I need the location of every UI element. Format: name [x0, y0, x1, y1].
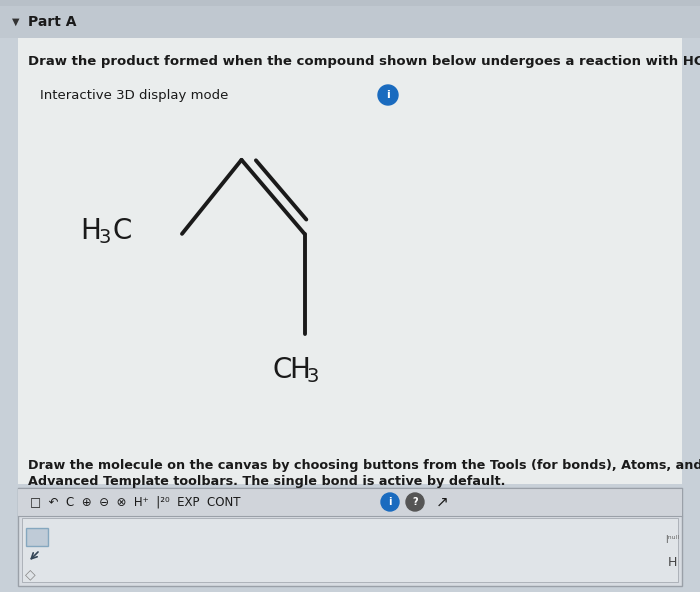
Text: ↗: ↗	[435, 494, 449, 510]
Bar	[18, 38, 682, 484]
Text: 3: 3	[306, 368, 318, 387]
Bar	[26, 528, 48, 546]
Text: i: i	[389, 497, 392, 507]
Circle shape	[406, 493, 424, 511]
Text: Advanced Template toolbars. The single bond is active by default.: Advanced Template toolbars. The single b…	[28, 475, 505, 487]
Circle shape	[381, 493, 399, 511]
Bar	[18, 488, 682, 586]
Bar	[0, 0, 700, 38]
Bar	[18, 38, 682, 484]
Bar	[18, 488, 682, 516]
Text: ◇: ◇	[25, 567, 35, 581]
Text: H: H	[80, 217, 101, 245]
Text: □  ↶  C  ⊕  ⊖  ⊗  H⁺  |²⁰  EXP  CONT: □ ↶ C ⊕ ⊖ ⊗ H⁺ |²⁰ EXP CONT	[30, 496, 241, 509]
Text: H: H	[289, 356, 310, 384]
Text: ?: ?	[412, 497, 418, 507]
Bar	[0, 0, 700, 6]
Text: lⁿᵘˡˡ: lⁿᵘˡˡ	[665, 535, 679, 545]
Text: Draw the product formed when the compound shown below undergoes a reaction with : Draw the product formed when the compoun…	[28, 56, 700, 69]
Text: H: H	[667, 555, 677, 568]
Text: Part A: Part A	[28, 15, 76, 29]
Text: ▼: ▼	[12, 17, 20, 27]
Bar	[22, 518, 678, 582]
Text: Draw the molecule on the canvas by choosing buttons from the Tools (for bonds), : Draw the molecule on the canvas by choos…	[28, 458, 700, 471]
Text: i: i	[386, 90, 390, 100]
Text: Interactive 3D display mode: Interactive 3D display mode	[40, 88, 228, 101]
Circle shape	[378, 85, 398, 105]
Text: C: C	[113, 217, 132, 245]
Text: C: C	[273, 356, 293, 384]
Text: 3: 3	[99, 229, 111, 247]
